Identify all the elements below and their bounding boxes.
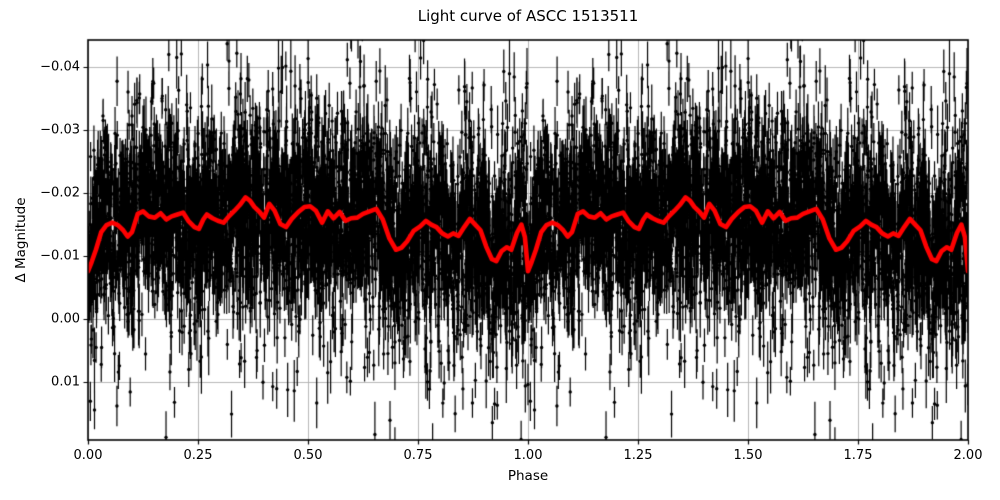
x-tick-label: 1.75 xyxy=(843,448,873,463)
x-tick-label: 1.25 xyxy=(623,448,653,463)
x-tick-label: 0.25 xyxy=(183,448,213,463)
x-tick-label: 2.00 xyxy=(953,448,983,463)
x-tick-label: 0.00 xyxy=(73,448,103,463)
x-tick-label: 1.50 xyxy=(733,448,763,463)
y-tick-label: −0.03 xyxy=(40,122,80,138)
y-tick-label: −0.02 xyxy=(40,185,80,201)
x-axis-label: Phase xyxy=(507,468,549,484)
y-tick-label: 0.00 xyxy=(51,311,80,327)
x-tick-label: 0.75 xyxy=(403,448,433,463)
chart-title: Light curve of ASCC 1513511 xyxy=(417,7,639,25)
y-tick-label: −0.04 xyxy=(40,59,80,75)
y-tick-label: 0.01 xyxy=(51,374,80,390)
y-axis-label: Δ Magnitude xyxy=(13,197,29,283)
x-tick-label: 0.50 xyxy=(293,448,323,463)
x-tick-label: 1.00 xyxy=(513,448,543,463)
y-tick-label: −0.01 xyxy=(40,248,80,264)
